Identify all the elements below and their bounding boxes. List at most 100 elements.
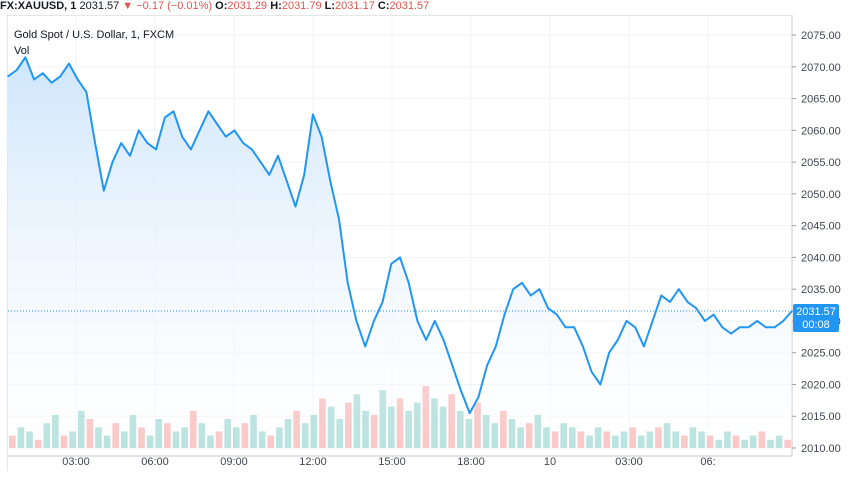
y-tick-label: 2070.00: [801, 62, 841, 74]
price-point: [442, 339, 445, 341]
price-point: [747, 326, 750, 329]
x-tick-label: 06:: [700, 456, 715, 468]
price-point: [24, 56, 27, 59]
open-value: 2031.29: [227, 0, 268, 12]
price-point: [216, 123, 218, 125]
price-countdown: 00:08: [802, 319, 830, 331]
price-point: [329, 180, 332, 182]
price-point: [451, 364, 454, 367]
price-point: [390, 262, 393, 265]
price-point: [495, 345, 497, 348]
price-point: [486, 364, 488, 367]
price-point: [538, 288, 541, 290]
price-point: [251, 148, 253, 151]
price-point: [155, 148, 157, 151]
price-point: [68, 62, 70, 65]
y-tick-label: 2065.00: [801, 94, 841, 106]
price-point: [320, 135, 323, 138]
price-point: [782, 320, 785, 322]
x-tick-label: 03:00: [615, 456, 643, 468]
x-tick-label: 06:00: [141, 456, 169, 468]
price-point: [355, 320, 358, 322]
price-point: [477, 396, 480, 398]
last-price: 2031.57: [79, 0, 120, 12]
price-point: [373, 320, 375, 322]
price-point: [529, 294, 532, 297]
price-point: [285, 180, 288, 182]
price-point: [164, 116, 166, 119]
y-tick-label: 2010.00: [801, 443, 841, 455]
price-point: [625, 320, 628, 322]
price-point: [103, 189, 105, 192]
price-point: [634, 326, 636, 329]
current-price-tag: [793, 303, 839, 332]
price-point: [346, 282, 349, 284]
price-point: [111, 161, 114, 163]
price-point: [59, 75, 62, 78]
volume-legend: Vol: [14, 45, 30, 57]
current-price-value: 2031.57: [796, 306, 836, 318]
x-tick-label: 12:00: [299, 456, 327, 468]
price-point: [7, 75, 9, 78]
price-point: [190, 148, 192, 151]
price-point: [50, 81, 53, 84]
price-point: [434, 320, 436, 322]
price-point: [686, 301, 689, 303]
price-point: [599, 383, 602, 386]
price-point: [364, 345, 366, 348]
price-point: [129, 154, 131, 157]
price-point: [181, 135, 184, 138]
chart-frame[interactable]: [7, 15, 793, 471]
price-point: [407, 282, 410, 284]
price-point: [573, 326, 576, 329]
price-point: [338, 218, 340, 221]
series-legend: Gold Spot / U.S. Dollar, 1, FXCM: [14, 29, 175, 41]
price-point: [730, 332, 732, 335]
price-point: [137, 129, 140, 132]
price-point: [582, 345, 584, 348]
price-point: [712, 313, 715, 316]
price-point: [312, 113, 314, 116]
price-point: [277, 154, 279, 157]
price-point: [242, 142, 244, 144]
y-tick-label: 2040.00: [801, 252, 841, 264]
price-point: [547, 307, 549, 310]
price-point: [468, 412, 471, 414]
price-point: [303, 174, 305, 176]
y-tick-label: 2020.00: [801, 379, 841, 391]
price-change: −0.17 (−0.01%): [136, 0, 213, 12]
price-point: [556, 313, 558, 316]
y-tick-label: 2050.00: [801, 189, 841, 201]
price-point: [425, 339, 427, 341]
price-point: [512, 288, 515, 290]
high-label: H:: [270, 0, 282, 12]
price-point: [704, 320, 706, 322]
y-tick-label: 2015.00: [801, 411, 841, 423]
price-point: [765, 326, 767, 329]
price-point: [756, 320, 758, 322]
price-point: [416, 320, 419, 322]
close-value: 2031.57: [389, 0, 430, 12]
price-point: [146, 142, 149, 144]
x-tick-label: 03:00: [62, 456, 90, 468]
price-point: [643, 345, 645, 348]
x-tick-label: 10: [544, 456, 556, 468]
price-area: [8, 57, 792, 449]
y-tick-label: 2025.00: [801, 348, 841, 360]
x-tick-label: 15:00: [378, 456, 406, 468]
price-point: [94, 142, 96, 144]
open-label: O:: [215, 0, 228, 12]
price-point: [669, 301, 671, 303]
price-point: [207, 110, 210, 113]
x-tick-label: 18:00: [457, 456, 485, 468]
y-tick-label: 2035.00: [801, 284, 841, 296]
price-point: [33, 78, 35, 81]
price-point: [42, 72, 44, 74]
symbol-name: FX:XAUUSD, 1: [0, 0, 77, 12]
price-point: [259, 161, 262, 163]
price-point: [120, 142, 123, 144]
price-point: [15, 69, 18, 71]
price-point: [660, 294, 663, 297]
low-value: 2031.17: [335, 0, 375, 12]
